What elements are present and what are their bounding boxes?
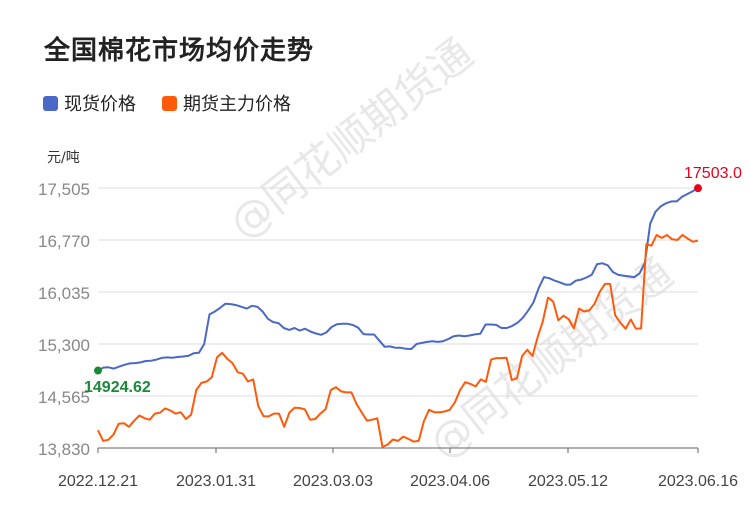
- legend-swatch-spot: [43, 95, 58, 111]
- x-tick-label: 2023.06.16: [658, 473, 738, 490]
- legend-label-spot: 现货价格: [64, 94, 136, 115]
- legend-label-futures: 期货主力价格: [183, 94, 291, 115]
- series-lines: [97, 187, 699, 448]
- start-value-label: 14924.62: [84, 379, 151, 396]
- end-value-label: 17503.0: [684, 165, 742, 182]
- y-tick-label: 17,505: [38, 180, 90, 199]
- grid-lines: [98, 187, 698, 397]
- legend-item-spot[interactable]: 现货价格: [43, 90, 136, 116]
- y-tick-label: 15,300: [38, 336, 90, 355]
- start-point-marker: [94, 366, 102, 375]
- y-axis-unit: 元/吨: [47, 150, 80, 166]
- spot-price-line: [97, 187, 699, 372]
- x-tick-label: 2022.12.21: [58, 473, 138, 490]
- x-axis: 2022.12.21 2023.01.31 2023.03.03 2023.04.06…: [58, 447, 738, 490]
- futures-price-line: [97, 234, 699, 448]
- watermark: @同花顺期货通@同花顺期货通: [220, 29, 682, 469]
- x-tick-label: 2023.03.03: [293, 473, 373, 490]
- legend-swatch-futures: [162, 95, 177, 111]
- y-tick-label: 13,830: [38, 440, 90, 459]
- x-tick-label: 2023.05.12: [528, 473, 608, 490]
- y-tick-label: 14,565: [38, 388, 90, 407]
- y-axis-ticks: 13,830 14,565 15,300 16,035 16,770 17,505: [38, 180, 90, 459]
- legend: 现货价格 期货主力价格: [43, 90, 317, 116]
- x-tick-label: 2023.04.06: [410, 473, 490, 490]
- y-tick-label: 16,035: [38, 284, 90, 303]
- chart-title: 全国棉花市场均价走势: [44, 36, 315, 66]
- svg-text:@同花顺期货通: @同花顺期货通: [220, 29, 482, 249]
- x-tick-label: 2023.01.31: [176, 473, 256, 490]
- y-tick-label: 16,770: [38, 232, 90, 251]
- svg-text:@同花顺期货通: @同花顺期货通: [420, 249, 682, 469]
- legend-item-futures[interactable]: 期货主力价格: [162, 90, 291, 116]
- annotations: 14924.62 17503.0: [84, 165, 742, 396]
- end-point-marker: [694, 184, 702, 193]
